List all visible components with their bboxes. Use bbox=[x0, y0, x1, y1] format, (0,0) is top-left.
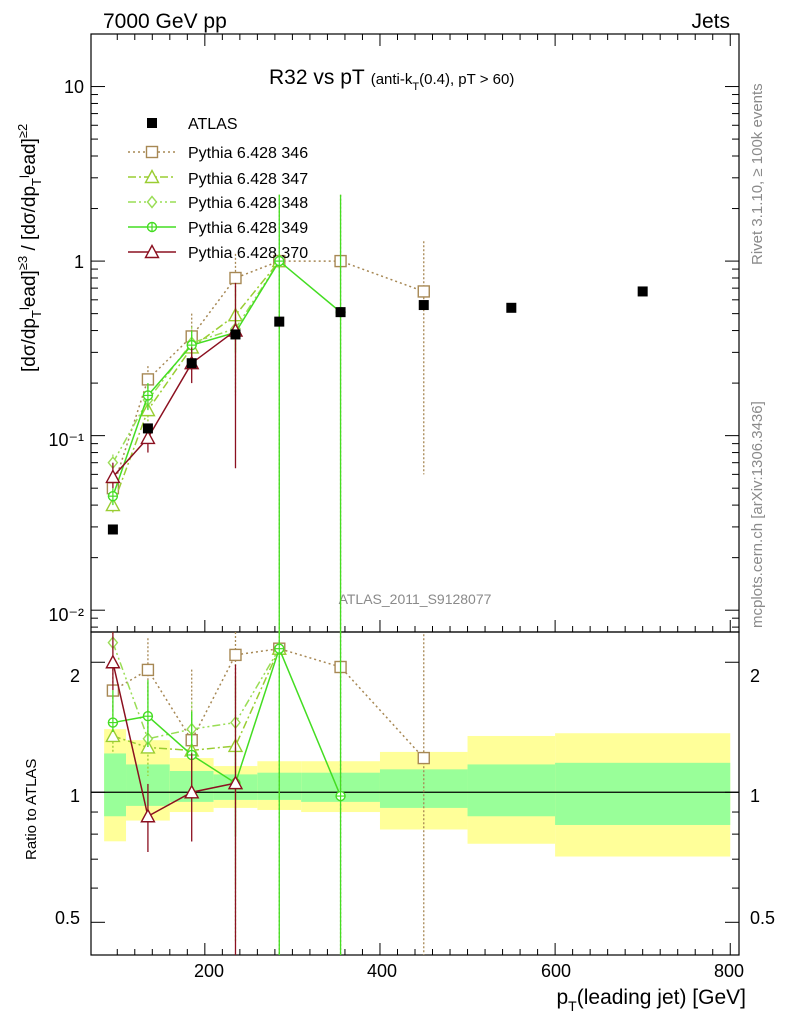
x-tick-labels: 200 400 600 800 bbox=[194, 961, 744, 981]
analysis-watermark: ATLAS_2011_S9128077 bbox=[339, 591, 492, 607]
series-3-ratio-point-1 bbox=[142, 711, 154, 722]
series-1-line bbox=[112, 260, 280, 506]
series-3-ratio-point-5 bbox=[335, 790, 346, 802]
series-3-line bbox=[112, 259, 342, 497]
band-green-7 bbox=[467, 764, 556, 817]
x-tick-label-3: 800 bbox=[714, 961, 744, 981]
series-3-ratio-point-4 bbox=[274, 643, 285, 654]
ratio-tick-label-2-right: 2 bbox=[750, 666, 760, 686]
data-point-8 bbox=[637, 286, 648, 297]
data-point-6 bbox=[418, 300, 429, 311]
legend-marker-3 bbox=[146, 221, 158, 233]
legend-marker-4 bbox=[144, 244, 160, 259]
series-0-point-6 bbox=[417, 285, 430, 298]
legend-label-1: Pythia 6.428 347 bbox=[188, 171, 308, 188]
series-3-point-1 bbox=[142, 390, 154, 401]
ratio-tick-label-0-right: 0.5 bbox=[750, 908, 775, 928]
x-tick-label-2: 600 bbox=[541, 961, 571, 981]
ratio-y-axis-label: Ratio to ATLAS bbox=[23, 759, 40, 860]
x-tick-label-1: 400 bbox=[367, 961, 397, 981]
data-point-7 bbox=[506, 302, 517, 313]
ratio-tick-label-0-left: 0.5 bbox=[55, 908, 80, 928]
series-0-ratio-point-3 bbox=[229, 648, 242, 662]
y-tick-label-3: 10 bbox=[64, 77, 84, 97]
series-3-ratio-point-0 bbox=[107, 717, 119, 728]
rivet-label: Rivet 3.1.10, ≥ 100k events bbox=[749, 83, 766, 265]
y-tick-label-2: 1 bbox=[74, 252, 84, 272]
legend-label-4: Pythia 6.428 370 bbox=[188, 245, 308, 262]
series-4-ratio bbox=[105, 632, 244, 955]
series-0-point-3 bbox=[229, 271, 242, 285]
series-3-ratio-line bbox=[112, 646, 342, 797]
ratio-tick-labels: 0.5 1 2 0.5 1 2 bbox=[55, 666, 775, 928]
svg-text:[dσ/dpTlead]≥3 / [dσ/dpTlead]≥: [dσ/dpTlead]≥3 / [dσ/dpTlead]≥2 bbox=[15, 124, 44, 372]
data-point-2 bbox=[186, 358, 197, 369]
legend-label-3: Pythia 6.428 349 bbox=[188, 220, 308, 237]
series-4-point-0 bbox=[105, 468, 121, 484]
legend-marker-data bbox=[147, 118, 157, 128]
header-right: Jets bbox=[691, 10, 730, 33]
series-0-ratio-point-1 bbox=[141, 663, 155, 677]
data-point-4 bbox=[274, 316, 285, 327]
series-layer bbox=[105, 194, 430, 955]
legend-marker-0 bbox=[145, 145, 159, 159]
legend-marker-2 bbox=[146, 195, 158, 209]
series-4-ratio-point-2 bbox=[184, 784, 200, 799]
series-3-point-4 bbox=[274, 255, 285, 267]
main-y-tick-labels: 10⁻² 10⁻¹ 1 10 bbox=[48, 77, 84, 625]
series-1-ratio-point-0 bbox=[105, 728, 121, 743]
chart-title: R32 vs pT (anti-kT(0.4), pT > 60) bbox=[269, 66, 514, 93]
series-0-line bbox=[112, 260, 425, 489]
data-point-1 bbox=[142, 423, 153, 434]
data-layer bbox=[107, 286, 648, 535]
series-3-point-0 bbox=[107, 490, 119, 502]
legend-entry-data: ATLAS bbox=[147, 116, 238, 133]
legend-marker-1 bbox=[144, 169, 160, 184]
series-4-line bbox=[112, 329, 236, 478]
y-tick-label-1: 10⁻¹ bbox=[48, 430, 84, 450]
series-0-ratio-point-6 bbox=[417, 751, 430, 765]
x-axis-label: pT(leading jet) [GeV] bbox=[556, 986, 746, 1014]
legend: ATLAS Pythia 6.428 346 Pythia 6.428 347 … bbox=[128, 116, 308, 262]
band-green-8 bbox=[555, 762, 731, 825]
legend-label-2: Pythia 6.428 348 bbox=[188, 195, 308, 212]
ratio-tick-label-1-right: 1 bbox=[750, 786, 760, 806]
header-left: 7000 GeV pp bbox=[103, 10, 227, 33]
series-3 bbox=[107, 194, 346, 632]
data-point-3 bbox=[230, 329, 241, 340]
mcplots-label: mcplots.cern.ch [arXiv:1306.3436] bbox=[749, 401, 766, 628]
series-4-point-1 bbox=[140, 429, 156, 445]
series-4-ratio-point-0 bbox=[105, 654, 121, 669]
ratio-tick-label-1-left: 1 bbox=[70, 786, 80, 806]
data-point-0 bbox=[107, 524, 118, 535]
legend-label-data: ATLAS bbox=[188, 116, 238, 133]
axis-ticks bbox=[91, 33, 739, 955]
series-4-ratio-line bbox=[112, 662, 236, 818]
data-point-5 bbox=[335, 307, 346, 318]
legend-label-0: Pythia 6.428 346 bbox=[188, 145, 308, 162]
series-4-ratio-point-1 bbox=[140, 808, 156, 823]
x-tick-label-0: 200 bbox=[194, 961, 224, 981]
band-green-0 bbox=[104, 753, 127, 817]
ratio-tick-label-2-left: 2 bbox=[70, 666, 80, 686]
series-4-ratio-point-3 bbox=[227, 775, 244, 790]
y-tick-label-0: 10⁻² bbox=[48, 605, 84, 625]
y-axis-label: [dσ/dpTlead]≥3 / [dσ/dpTlead]≥2 bbox=[15, 124, 44, 372]
